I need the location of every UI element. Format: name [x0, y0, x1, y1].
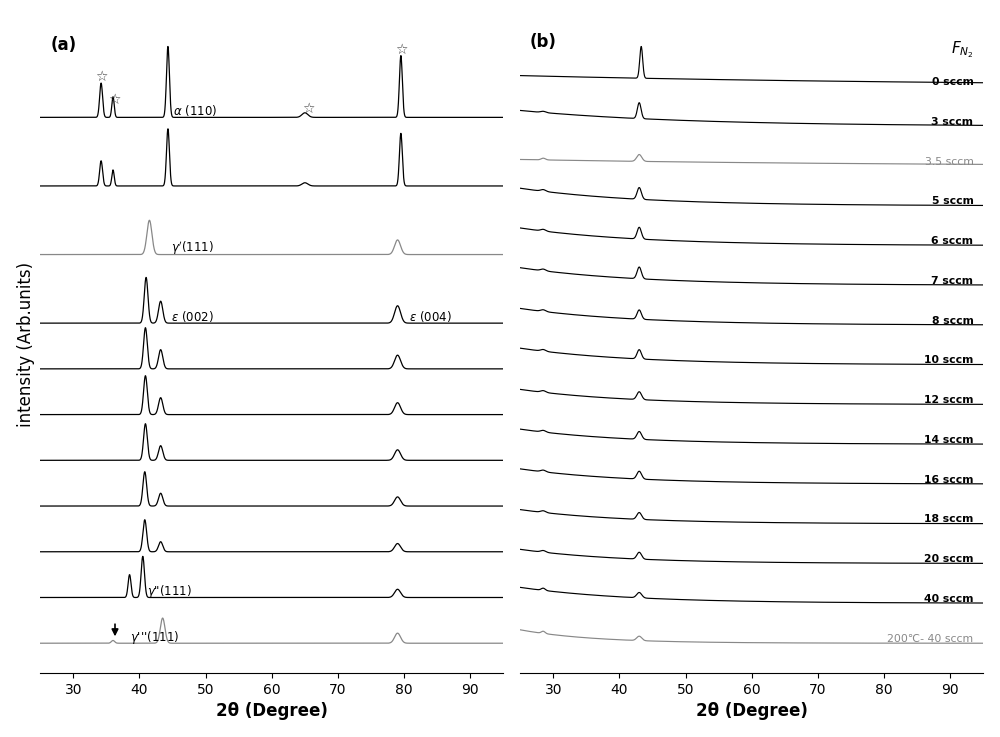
Text: ☆: ☆: [95, 70, 108, 84]
Text: 14 sccm: 14 sccm: [924, 435, 973, 445]
Text: $\varepsilon$ (002): $\varepsilon$ (002): [171, 309, 214, 324]
Text: ☆: ☆: [302, 102, 315, 116]
Text: $\gamma$"(111): $\gamma$"(111): [147, 583, 192, 600]
Text: 7 sccm: 7 sccm: [931, 276, 973, 286]
Text: 200℃- 40 sccm: 200℃- 40 sccm: [887, 634, 973, 643]
Text: 8 sccm: 8 sccm: [932, 315, 973, 326]
Text: 20 sccm: 20 sccm: [924, 554, 973, 564]
Text: 3 sccm: 3 sccm: [931, 117, 973, 127]
Text: 18 sccm: 18 sccm: [924, 514, 973, 525]
Text: (b): (b): [530, 32, 557, 51]
Text: $\gamma'(111)$: $\gamma'(111)$: [171, 240, 214, 257]
Text: 10 sccm: 10 sccm: [924, 355, 973, 366]
Text: 16 sccm: 16 sccm: [924, 475, 973, 485]
Y-axis label: intensity (Arb.units): intensity (Arb.units): [17, 262, 35, 427]
Text: ☆: ☆: [395, 43, 407, 57]
X-axis label: 2θ (Degree): 2θ (Degree): [216, 702, 328, 720]
Text: 40 sccm: 40 sccm: [924, 594, 973, 604]
Text: 12 sccm: 12 sccm: [924, 395, 973, 405]
X-axis label: 2θ (Degree): 2θ (Degree): [696, 702, 808, 720]
Text: (a): (a): [50, 36, 76, 54]
Text: $\gamma$'''(111): $\gamma$'''(111): [130, 629, 179, 646]
Text: 3.5 sccm: 3.5 sccm: [925, 157, 973, 167]
Text: $\varepsilon$ (004): $\varepsilon$ (004): [409, 309, 452, 324]
Text: 5 sccm: 5 sccm: [932, 197, 973, 206]
Text: $\alpha$ (110): $\alpha$ (110): [173, 103, 217, 118]
Text: 0 sccm: 0 sccm: [932, 77, 973, 87]
Text: $F_{N_2}$: $F_{N_2}$: [951, 39, 973, 60]
Text: 6 sccm: 6 sccm: [931, 236, 973, 246]
Text: ☆: ☆: [108, 94, 121, 108]
